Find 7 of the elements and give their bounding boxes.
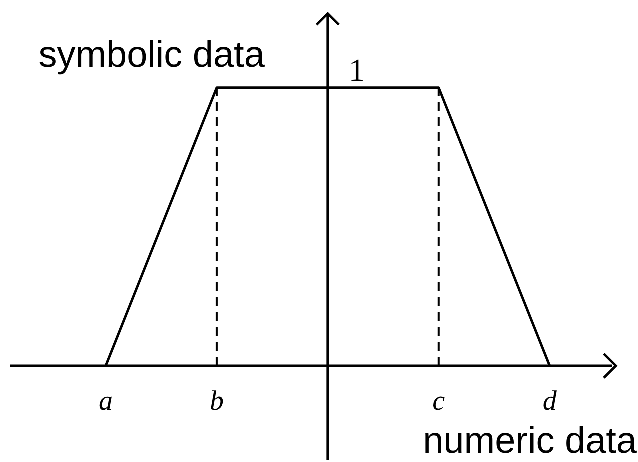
annotation: 1 — [348, 52, 365, 88]
x-tick-label: b — [210, 386, 224, 417]
y-axis-title: symbolic data — [38, 34, 266, 75]
x-tick-label: a — [98, 386, 113, 417]
x-tick-label: c — [432, 386, 446, 417]
x-tick-label: d — [542, 386, 558, 417]
x-axis-title: numeric data — [423, 420, 638, 461]
